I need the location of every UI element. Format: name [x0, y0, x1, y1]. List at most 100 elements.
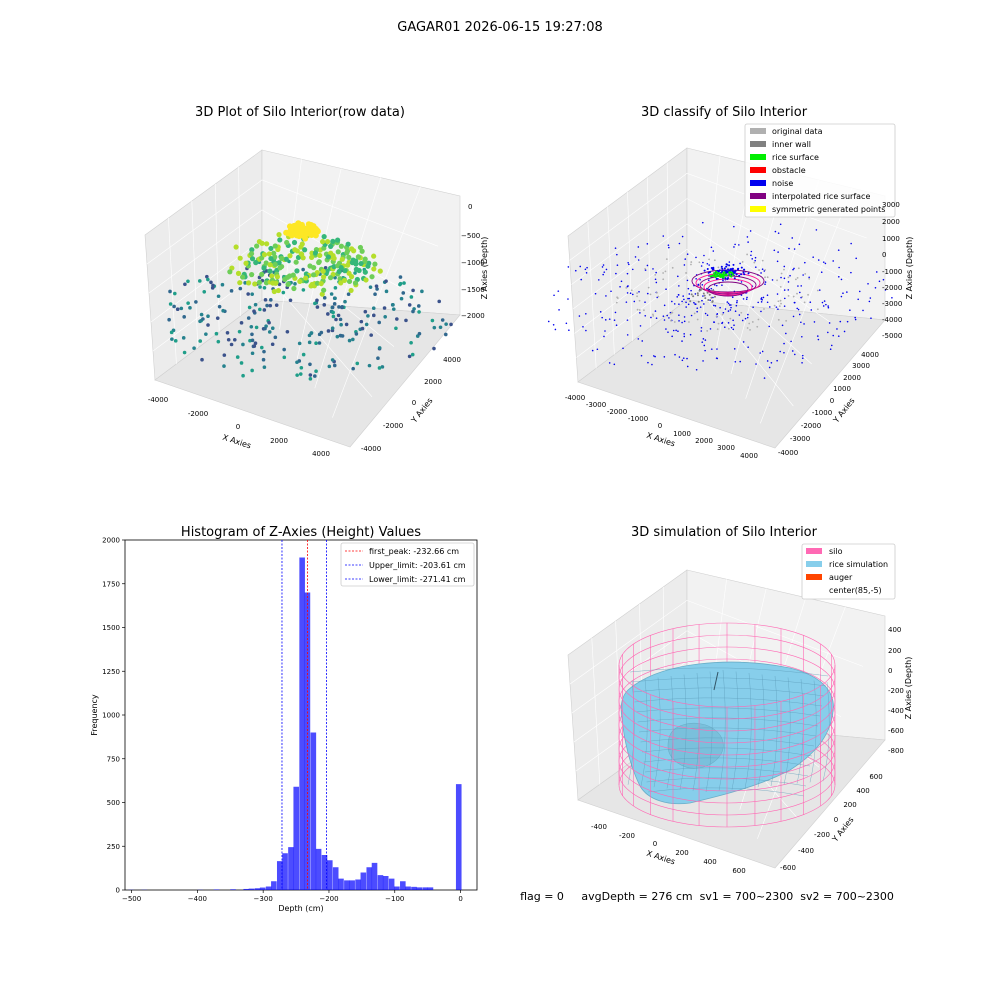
raw-point	[214, 331, 219, 336]
interpolated-ring	[699, 275, 757, 295]
mesh-line	[634, 697, 823, 707]
raw-point	[369, 333, 373, 337]
y-tick-label: 200	[843, 801, 856, 809]
z-tick-label: 0	[888, 667, 892, 675]
raw-point	[301, 288, 306, 292]
noise-point	[734, 269, 737, 272]
raw-point	[340, 305, 344, 309]
z-tick-label: -800	[888, 747, 904, 755]
rice-point	[716, 272, 719, 275]
noise-point	[713, 304, 715, 307]
noise-point	[668, 317, 670, 319]
noise-point	[651, 363, 653, 366]
z-tick-label: 0	[882, 251, 886, 259]
raw-point	[235, 355, 240, 359]
raw-point	[274, 303, 279, 307]
inner-wall-point	[696, 292, 699, 295]
rice-surface-depression	[667, 722, 724, 769]
raw-point	[298, 251, 304, 257]
noise-point	[702, 360, 704, 362]
histogram-bar	[422, 887, 428, 890]
noise-point	[553, 294, 555, 297]
noise-point	[682, 357, 685, 359]
raw-point	[268, 298, 273, 302]
noise-point	[700, 330, 703, 332]
noise-point	[726, 301, 729, 303]
raw-point	[282, 355, 287, 360]
noise-point	[582, 325, 584, 328]
noise-point	[608, 318, 611, 320]
noise-point	[578, 315, 581, 317]
original-point	[690, 261, 693, 263]
noise-point	[800, 285, 803, 287]
raw-point	[261, 357, 266, 362]
noise-point	[768, 366, 771, 369]
inner-wall-point	[699, 289, 702, 292]
raw-point	[342, 268, 348, 274]
raw-point	[443, 332, 448, 337]
raw-point	[314, 341, 318, 346]
noise-point	[839, 320, 842, 323]
noise-point	[862, 309, 864, 312]
raw-point	[318, 280, 324, 287]
x-axis-ticks: -4000 -2000 0 2000 4000	[148, 396, 330, 458]
noise-point	[837, 276, 840, 278]
histogram-bar	[299, 557, 305, 890]
original-point	[713, 259, 716, 262]
histogram-x-label: Depth (cm)	[278, 904, 323, 913]
noise-point	[891, 296, 893, 299]
original-point	[716, 328, 719, 331]
noise-point	[683, 298, 685, 301]
original-point	[647, 286, 650, 289]
noise-point	[568, 329, 570, 332]
raw-point	[333, 286, 338, 290]
raw-point	[248, 251, 255, 257]
noise-point	[677, 275, 679, 278]
noise-point	[613, 363, 616, 366]
noise-point	[637, 246, 640, 248]
y-tick-label: -200	[814, 831, 830, 839]
noise-point	[854, 316, 856, 319]
noise-point	[681, 321, 683, 324]
noise-point	[626, 272, 629, 275]
raw-point	[288, 232, 295, 239]
inner-wall-point	[697, 300, 700, 303]
noise-point	[655, 317, 658, 319]
original-point	[792, 295, 795, 298]
raw-point	[239, 321, 244, 325]
raw-point	[366, 314, 370, 318]
raw-point	[409, 295, 414, 299]
raw-point	[256, 279, 263, 286]
legend-classify: original data inner wall rice surface ob…	[744, 123, 896, 218]
noise-point	[684, 258, 687, 260]
z-tick-label: -3000	[882, 300, 902, 308]
noise-point	[759, 352, 762, 354]
original-point	[777, 300, 780, 303]
grid-line	[150, 239, 395, 347]
x-tick-label: 2000	[270, 437, 288, 445]
noise-point	[586, 266, 588, 269]
original-point	[796, 276, 799, 279]
raw-point	[169, 330, 174, 335]
noise-point	[736, 300, 738, 302]
raw-point	[269, 273, 275, 279]
raw-point	[394, 326, 398, 331]
z-tick-label: -2000	[882, 284, 902, 292]
noise-point	[674, 353, 676, 356]
raw-point	[262, 349, 266, 354]
noise-point	[652, 355, 655, 357]
rice-point	[725, 274, 728, 277]
raw-data-points	[167, 220, 453, 381]
noise-point	[703, 269, 706, 272]
legend-swatch-inner-wall	[750, 141, 766, 147]
raw-point	[285, 274, 291, 280]
y-axis-ticks: -600 -400 -200 0 200 400 600	[780, 773, 883, 872]
histogram-bar	[382, 876, 389, 890]
noise-point	[626, 319, 629, 321]
noise-point	[721, 267, 724, 270]
noise-point	[779, 223, 782, 226]
original-point	[665, 258, 668, 261]
raw-point	[332, 302, 337, 306]
noise-point	[771, 279, 774, 281]
raw-point	[267, 268, 273, 274]
